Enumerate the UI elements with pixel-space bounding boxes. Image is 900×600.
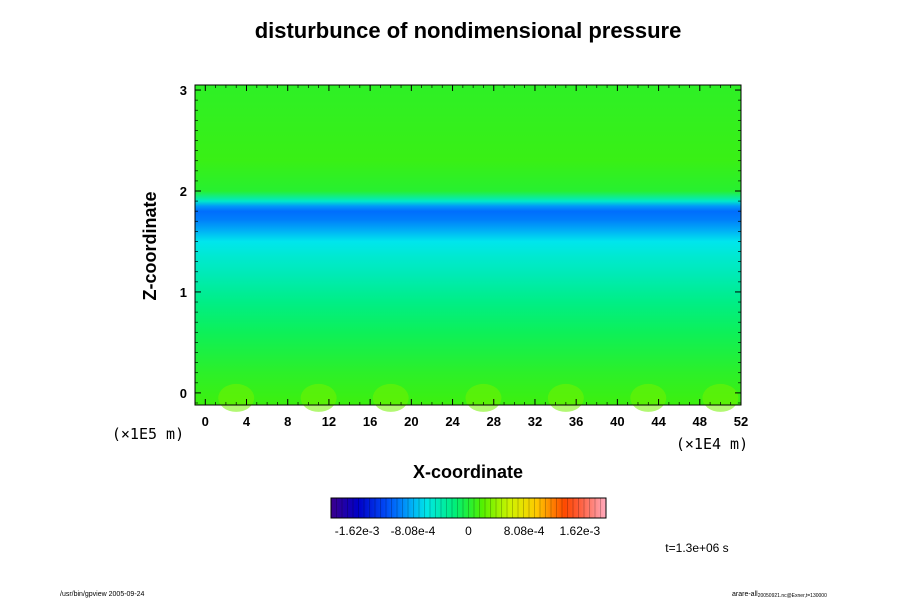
x-tick-label: 28 bbox=[487, 414, 501, 429]
colorbar-frame bbox=[330, 497, 607, 519]
x-tick-label: 0 bbox=[202, 414, 209, 429]
x-axis-label: X-coordinate bbox=[413, 462, 523, 482]
surface-bump bbox=[630, 383, 667, 412]
footer-right-text: arare-all20050921.nc@Exner,t=130000 bbox=[732, 591, 827, 599]
time-label: t=1.3e+06 s bbox=[665, 541, 728, 555]
footer-right-sub: 20050921.nc@Exner,t=130000 bbox=[758, 593, 827, 599]
x-tick-label: 12 bbox=[322, 414, 336, 429]
y-axis-ticks: 0 1 2 3 bbox=[180, 83, 741, 404]
x-tick-label: 52 bbox=[734, 414, 748, 429]
colorbar-tick-label: 8.08e-4 bbox=[504, 524, 545, 538]
x-tick-label: 20 bbox=[404, 414, 418, 429]
plot-frame bbox=[194, 84, 742, 406]
x-tick-label: 48 bbox=[693, 414, 707, 429]
x-axis-ticks: 0 4 8 12 16 20 24 28 32 36 40 44 48 52 bbox=[202, 85, 748, 429]
surface-bump bbox=[702, 383, 739, 412]
x-tick-label: 40 bbox=[610, 414, 624, 429]
colorbar-tick-label: 1.62e-3 bbox=[560, 524, 601, 538]
colorbar-tick-label: -1.62e-3 bbox=[335, 524, 380, 538]
y-tick-label: 3 bbox=[180, 83, 187, 98]
colorbar-tick-label: -8.08e-4 bbox=[391, 524, 436, 538]
x-tick-label: 44 bbox=[651, 414, 666, 429]
colorbar-tick-label: 0 bbox=[465, 524, 472, 538]
surface-bump bbox=[300, 383, 337, 412]
y-tick-label: 2 bbox=[180, 184, 187, 199]
y-tick-label: 1 bbox=[180, 285, 187, 300]
surface-bump bbox=[372, 383, 409, 412]
surface-bump bbox=[465, 383, 502, 412]
x-tick-label: 8 bbox=[284, 414, 291, 429]
x-tick-label: 24 bbox=[445, 414, 460, 429]
x-unit-label: (×1E4 m) bbox=[676, 435, 748, 453]
y-tick-label: 0 bbox=[180, 386, 187, 401]
x-tick-label: 4 bbox=[243, 414, 251, 429]
surface-bump bbox=[547, 383, 584, 412]
chart-title: disturbunce of nondimensional pressure bbox=[255, 18, 682, 43]
colorbar: -1.62e-3 -8.08e-4 0 8.08e-4 1.62e-3 bbox=[330, 497, 607, 538]
heatmap-field bbox=[195, 85, 741, 405]
colorbar-tick-labels: -1.62e-3 -8.08e-4 0 8.08e-4 1.62e-3 bbox=[335, 524, 601, 538]
x-tick-label: 16 bbox=[363, 414, 377, 429]
footer-left-text: /usr/bin/gpview 2005-09-24 bbox=[60, 591, 145, 598]
surface-bump bbox=[218, 383, 255, 412]
footer-right-main: arare-all bbox=[732, 591, 758, 598]
y-axis-label: Z-coordinate bbox=[140, 191, 160, 300]
colorbar-divisions bbox=[336, 498, 601, 518]
x-tick-label: 32 bbox=[528, 414, 542, 429]
x-tick-label: 36 bbox=[569, 414, 583, 429]
y-unit-label: (×1E5 m) bbox=[112, 425, 184, 443]
